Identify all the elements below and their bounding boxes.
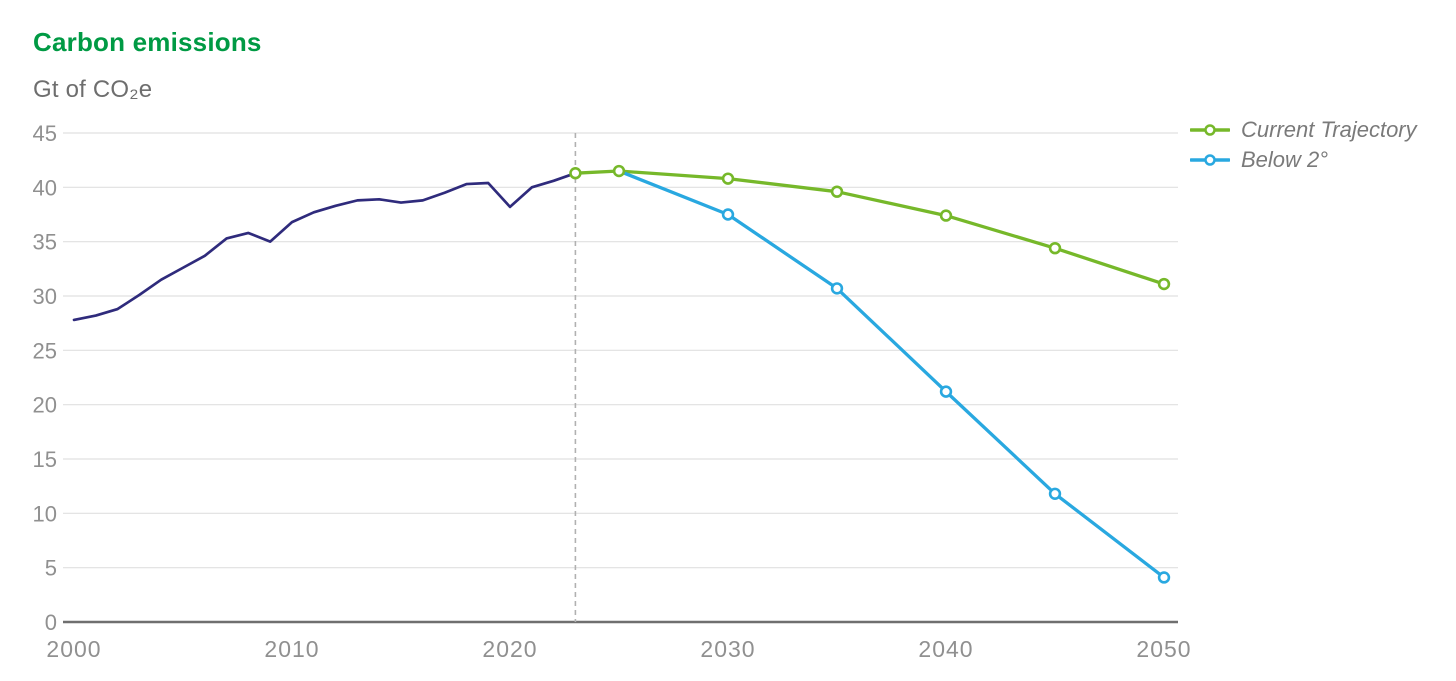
chart-title: Carbon emissions [33, 27, 262, 57]
legend-swatch-line-marker-icon [1190, 153, 1230, 166]
legend-label-current-trajectory: Current Trajectory [1241, 116, 1417, 142]
y-axis-unit-label: Gt of CO₂e [33, 76, 153, 103]
y-tick-label: 0 [45, 610, 57, 635]
data-point-current-trajectory-2025 [612, 164, 626, 178]
data-point-below-2-2035 [830, 282, 844, 295]
series-line-historical [72, 171, 577, 322]
y-tick-label: 15 [33, 447, 57, 472]
data-point-current-trajectory-2030 [721, 172, 735, 185]
data-point-below-2-2040 [939, 385, 953, 398]
data-point-below-2-2045 [1048, 487, 1062, 500]
y-tick-label: 25 [33, 338, 57, 363]
y-tick-label: 10 [33, 501, 57, 526]
y-tick-label: 35 [33, 230, 57, 255]
data-point-current-trajectory-2040 [939, 209, 953, 222]
data-point-current-trajectory-2023 [569, 167, 582, 180]
x-tick-label: 2030 [700, 636, 755, 662]
legend-label-below-2: Below 2° [1241, 146, 1329, 172]
x-tick-label: 2010 [264, 636, 319, 662]
y-tick-label: 45 [33, 121, 57, 146]
x-tick-label: 2040 [918, 636, 973, 662]
y-tick-label: 5 [45, 556, 57, 581]
data-point-current-trajectory-2035 [830, 185, 844, 198]
x-tick-label: 2050 [1136, 636, 1191, 662]
legend-item-below-2: Below 2° [1190, 146, 1417, 173]
y-tick-label: 30 [33, 284, 57, 309]
legend: Current Trajectory Below 2° [1190, 116, 1417, 173]
x-tick-label: 2020 [482, 636, 537, 662]
legend-item-current-trajectory: Current Trajectory [1190, 116, 1417, 143]
data-point-below-2-2050 [1157, 571, 1171, 584]
y-tick-label: 40 [33, 175, 57, 200]
data-point-current-trajectory-2045 [1048, 241, 1062, 255]
legend-swatch-line-marker-icon [1190, 123, 1230, 136]
x-tick-label: 2000 [46, 636, 101, 662]
data-point-current-trajectory-2050 [1157, 277, 1171, 291]
data-point-below-2-2030 [721, 208, 735, 221]
y-tick-label: 20 [33, 393, 57, 418]
series-line-below-2 [617, 169, 1166, 580]
